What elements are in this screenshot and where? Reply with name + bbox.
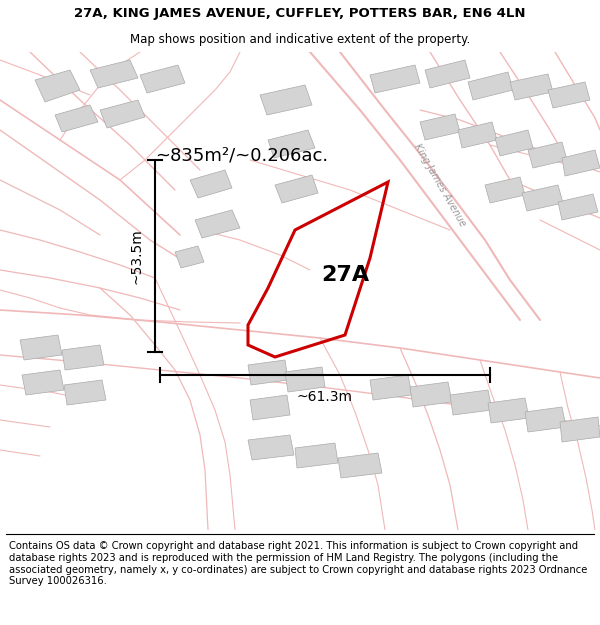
Polygon shape — [35, 70, 80, 102]
Polygon shape — [525, 407, 566, 432]
Text: King James Avenue: King James Avenue — [412, 142, 468, 228]
Polygon shape — [560, 417, 600, 442]
Polygon shape — [55, 105, 98, 132]
Polygon shape — [285, 367, 325, 392]
Polygon shape — [100, 100, 145, 128]
Polygon shape — [250, 395, 290, 420]
Polygon shape — [195, 210, 240, 238]
Polygon shape — [510, 74, 553, 100]
Text: 27A: 27A — [321, 265, 369, 285]
Polygon shape — [140, 65, 185, 93]
Polygon shape — [425, 60, 470, 88]
Polygon shape — [458, 122, 497, 148]
Polygon shape — [175, 246, 204, 268]
Polygon shape — [338, 453, 382, 478]
Polygon shape — [64, 380, 106, 405]
Polygon shape — [295, 443, 338, 468]
Polygon shape — [528, 142, 567, 168]
Polygon shape — [548, 82, 590, 108]
Polygon shape — [248, 435, 294, 460]
Polygon shape — [420, 114, 460, 140]
Polygon shape — [522, 185, 563, 211]
Polygon shape — [370, 65, 420, 93]
Polygon shape — [260, 85, 312, 115]
Polygon shape — [275, 175, 318, 203]
Text: ~835m²/~0.206ac.: ~835m²/~0.206ac. — [155, 146, 328, 164]
Polygon shape — [370, 375, 412, 400]
Text: ~61.3m: ~61.3m — [297, 390, 353, 404]
Polygon shape — [22, 370, 64, 395]
Polygon shape — [468, 72, 513, 100]
Polygon shape — [562, 150, 600, 176]
Polygon shape — [90, 60, 138, 88]
Polygon shape — [495, 130, 533, 156]
Text: Map shows position and indicative extent of the property.: Map shows position and indicative extent… — [130, 32, 470, 46]
Polygon shape — [488, 398, 529, 423]
Polygon shape — [450, 390, 492, 415]
Polygon shape — [248, 360, 288, 385]
Polygon shape — [62, 345, 104, 370]
Polygon shape — [485, 177, 525, 203]
Polygon shape — [410, 382, 452, 407]
Text: ~53.5m: ~53.5m — [129, 228, 143, 284]
Polygon shape — [558, 194, 598, 220]
Polygon shape — [190, 170, 232, 198]
Text: Contains OS data © Crown copyright and database right 2021. This information is : Contains OS data © Crown copyright and d… — [9, 541, 587, 586]
Polygon shape — [268, 130, 315, 158]
Text: 27A, KING JAMES AVENUE, CUFFLEY, POTTERS BAR, EN6 4LN: 27A, KING JAMES AVENUE, CUFFLEY, POTTERS… — [74, 6, 526, 19]
Polygon shape — [20, 335, 62, 360]
